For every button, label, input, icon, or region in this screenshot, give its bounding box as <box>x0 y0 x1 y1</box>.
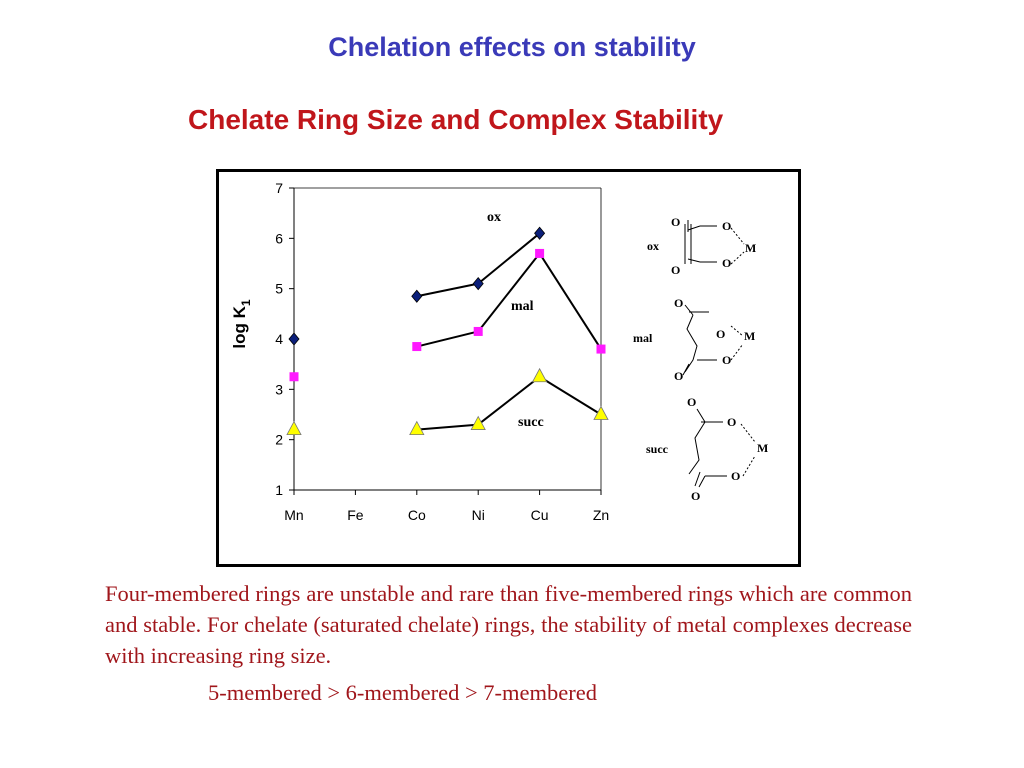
series-line-mal <box>416 330 479 348</box>
series-layer <box>286 226 609 436</box>
x-tick-label: Ni <box>472 507 485 523</box>
mal-atom-o3: O <box>722 353 731 367</box>
succinate-structure: succ O O O O M <box>646 395 768 503</box>
succ-atom-o4: O <box>691 489 700 503</box>
data-point-mal <box>473 326 483 336</box>
succ-atom-o1: O <box>687 395 696 409</box>
x-tick-label: Cu <box>531 507 549 523</box>
ox-atom-o2: O <box>722 219 731 233</box>
page-subtitle: Chelate Ring Size and Complex Stability <box>188 104 724 135</box>
malonate-structure: mal O O O O M <box>633 296 755 383</box>
y-axis-label: log K1 <box>230 299 253 349</box>
series-line-succ <box>477 375 541 426</box>
x-tick-label: Zn <box>593 507 609 523</box>
mal-atom-o1: O <box>674 296 683 310</box>
succ-struct-label: succ <box>646 442 669 456</box>
mal-atom-o2: O <box>716 327 725 341</box>
ox-atom-o3: O <box>671 263 680 277</box>
data-point-succ <box>286 420 302 436</box>
succ-metal: M <box>757 441 768 455</box>
data-point-succ <box>531 367 548 383</box>
page-title: Chelation effects on stability <box>328 32 696 62</box>
data-point-succ <box>470 415 486 430</box>
mal-struct-label: mal <box>633 331 653 345</box>
y-ticks: 1 2 3 4 5 6 7 <box>275 180 294 498</box>
data-point-ox <box>288 332 300 346</box>
y-tick-label: 3 <box>275 381 283 397</box>
series-line-ox <box>416 282 479 298</box>
y-tick-label: 5 <box>275 281 283 297</box>
data-point-mal <box>535 248 545 258</box>
y-tick-label: 6 <box>275 230 283 246</box>
y-tick-label: 1 <box>275 482 283 498</box>
series-line-mal <box>538 252 602 350</box>
x-tick-label: Fe <box>347 507 364 523</box>
y-axis-label-text: log K <box>230 305 249 348</box>
ox-struct-label: ox <box>647 239 659 253</box>
series-line-succ <box>539 375 602 416</box>
ox-metal: M <box>745 241 756 255</box>
ox-atom-o4: O <box>722 256 731 270</box>
series-label-ox: ox <box>487 210 501 225</box>
data-point-succ <box>593 405 609 420</box>
data-point-mal <box>596 344 606 354</box>
y-axis-label-subscript: 1 <box>239 299 253 306</box>
data-point-mal <box>412 342 422 352</box>
x-tick-label: Co <box>408 507 426 523</box>
series-line-ox <box>477 232 541 285</box>
ring-size-order: 5-membered > 6-membered > 7-membered <box>208 680 597 705</box>
x-tick-label: Mn <box>284 507 303 523</box>
succ-atom-o3: O <box>731 469 740 483</box>
y-tick-label: 4 <box>275 331 283 347</box>
mal-metal: M <box>744 329 755 343</box>
explanation-paragraph: Four-membered rings are unstable and rar… <box>105 581 912 668</box>
y-tick-label: 7 <box>275 180 283 196</box>
y-tick-label: 2 <box>275 432 283 448</box>
series-line-succ <box>416 423 479 431</box>
mal-atom-o4: O <box>674 369 683 383</box>
series-line-mal <box>477 252 541 333</box>
data-point-succ <box>409 420 425 436</box>
series-label-mal: mal <box>511 299 534 314</box>
ox-atom-o1: O <box>671 215 680 229</box>
oxalate-structure: ox O O O O M <box>647 212 756 277</box>
data-point-mal <box>289 372 299 382</box>
x-ticks: Mn Fe Co Ni Cu Zn <box>284 490 609 523</box>
data-point-ox <box>411 289 423 303</box>
data-point-ox <box>534 226 546 240</box>
succ-atom-o2: O <box>727 415 736 429</box>
data-point-ox <box>472 277 484 291</box>
series-label-succ: succ <box>518 415 544 430</box>
